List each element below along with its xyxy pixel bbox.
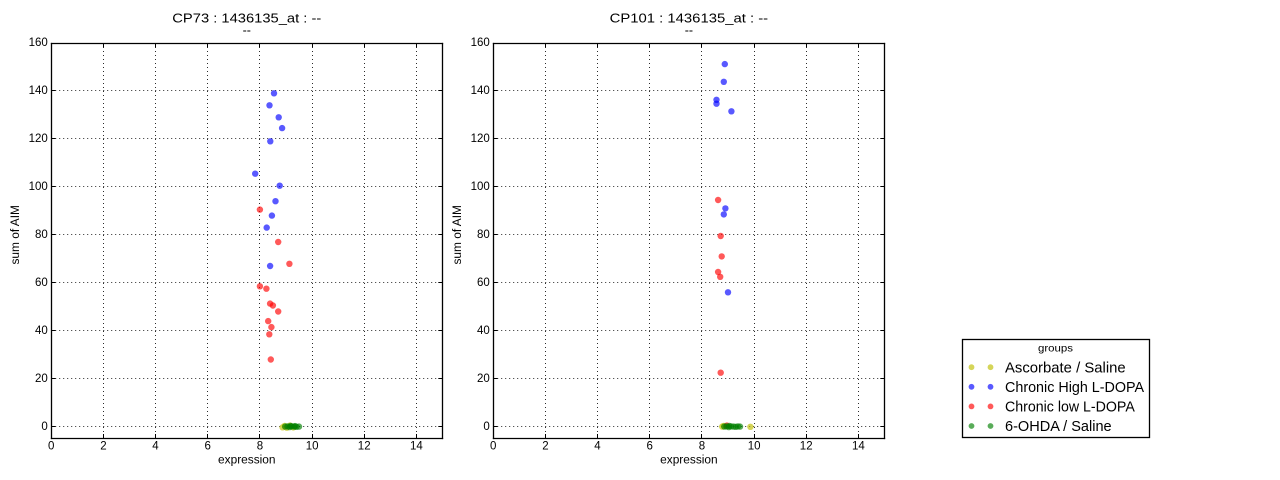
svg-text:6: 6 [646,441,652,453]
svg-text:6: 6 [204,441,210,453]
svg-text:--: -- [685,24,693,38]
svg-text:120: 120 [471,133,490,145]
svg-text:20: 20 [35,373,48,385]
svg-text:20: 20 [477,373,490,385]
svg-text:10: 10 [748,441,761,453]
svg-text:140: 140 [471,85,490,97]
svg-text:60: 60 [35,277,48,289]
svg-text:6-OHDA / Saline: 6-OHDA / Saline [1005,418,1112,435]
svg-text:8: 8 [699,441,705,453]
svg-text:80: 80 [35,229,48,241]
svg-text:0: 0 [483,421,489,433]
svg-text:10: 10 [306,441,319,453]
svg-text:12: 12 [800,441,813,453]
svg-text:140: 140 [29,85,48,97]
svg-text:14: 14 [852,441,865,453]
svg-text:0: 0 [48,441,54,453]
svg-text:2: 2 [100,441,106,453]
svg-text:8: 8 [257,441,263,453]
svg-text:100: 100 [29,181,48,193]
svg-text:sum of AIM: sum of AIM [10,205,22,264]
svg-text:Chronic low L-DOPA: Chronic low L-DOPA [1005,399,1135,416]
svg-text:CP101 : 1436135_at : --: CP101 : 1436135_at : -- [610,12,769,26]
svg-text:expression: expression [660,455,718,467]
svg-text:160: 160 [29,37,48,49]
svg-text:0: 0 [41,421,47,433]
svg-text:160: 160 [471,37,490,49]
svg-text:CP73 : 1436135_at : --: CP73 : 1436135_at : -- [172,12,321,26]
svg-text:14: 14 [410,441,423,453]
svg-text:120: 120 [29,133,48,145]
svg-text:4: 4 [594,441,601,453]
svg-text:groups: groups [1038,343,1073,355]
svg-text:100: 100 [471,181,490,193]
svg-text:expression: expression [218,455,276,467]
svg-text:sum of AIM: sum of AIM [452,205,464,264]
svg-text:--: -- [243,24,251,38]
svg-text:40: 40 [35,325,48,337]
svg-text:12: 12 [358,441,371,453]
svg-text:Ascorbate / Saline: Ascorbate / Saline [1005,359,1126,376]
svg-text:40: 40 [477,325,490,337]
svg-text:60: 60 [477,277,490,289]
svg-text:Chronic High L-DOPA: Chronic High L-DOPA [1005,379,1144,396]
svg-text:0: 0 [490,441,496,453]
svg-text:80: 80 [477,229,490,241]
svg-text:4: 4 [152,441,159,453]
svg-text:2: 2 [542,441,548,453]
